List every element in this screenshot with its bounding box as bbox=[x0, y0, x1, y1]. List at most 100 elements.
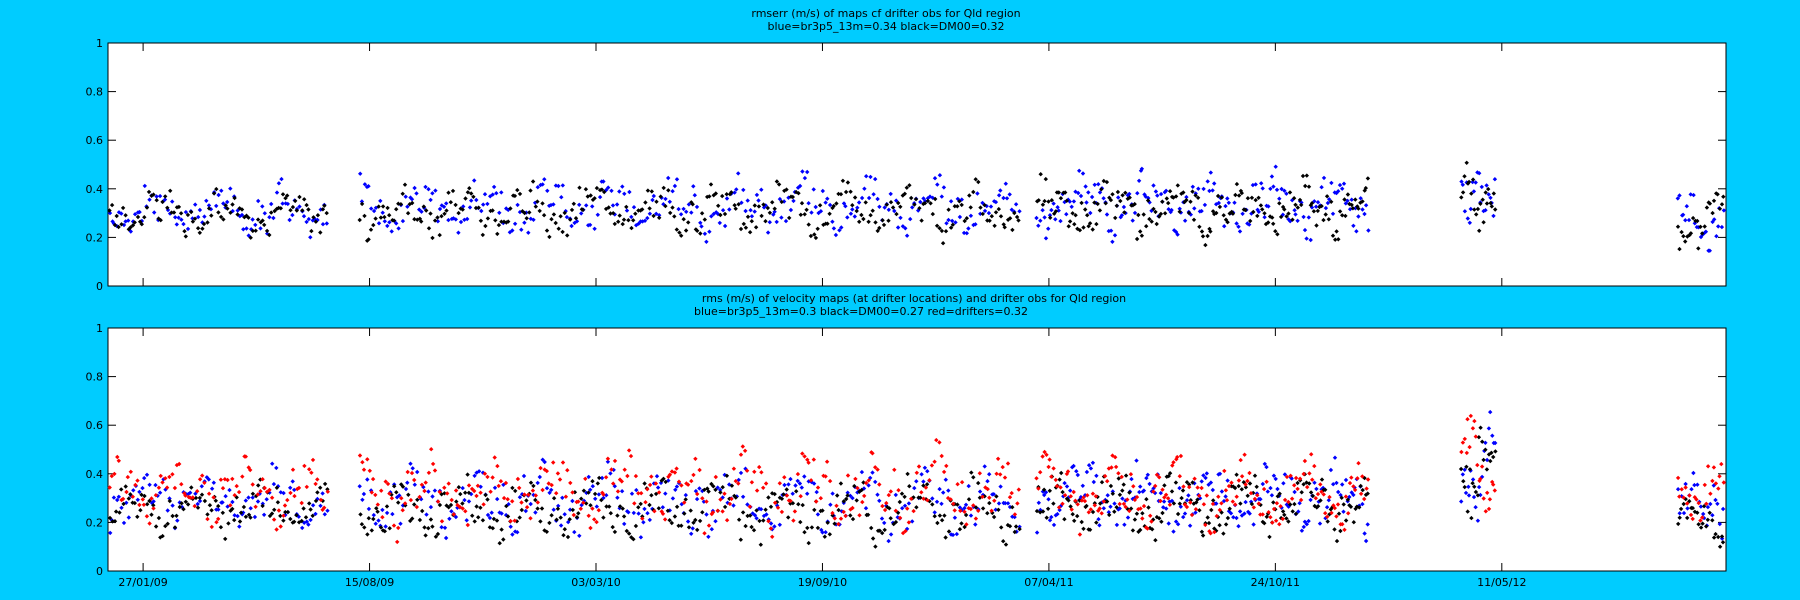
data-point bbox=[1704, 205, 1710, 210]
data-point bbox=[619, 489, 625, 494]
data-point bbox=[1092, 182, 1097, 187]
data-point bbox=[1093, 494, 1099, 499]
data-point bbox=[507, 230, 513, 235]
data-point bbox=[107, 485, 112, 490]
data-point bbox=[1248, 491, 1254, 496]
data-point bbox=[494, 518, 500, 523]
data-point bbox=[1292, 501, 1297, 507]
data-point bbox=[772, 500, 778, 505]
data-point bbox=[1081, 495, 1086, 500]
data-point bbox=[711, 484, 716, 489]
data-point bbox=[1052, 211, 1057, 216]
data-point bbox=[1114, 203, 1119, 208]
data-point bbox=[538, 519, 543, 524]
data-point bbox=[653, 491, 659, 497]
data-point bbox=[1352, 487, 1358, 493]
data-point bbox=[109, 202, 115, 208]
data-point bbox=[545, 188, 550, 193]
data-point bbox=[1351, 520, 1356, 525]
data-point bbox=[1253, 182, 1258, 187]
data-point bbox=[747, 230, 753, 235]
data-point bbox=[248, 506, 253, 511]
data-point bbox=[1251, 505, 1256, 510]
data-point bbox=[906, 501, 912, 506]
data-point bbox=[126, 515, 131, 520]
data-point bbox=[1003, 542, 1009, 547]
data-point bbox=[276, 508, 282, 513]
data-point bbox=[384, 510, 390, 516]
data-point bbox=[471, 194, 476, 199]
data-point bbox=[296, 514, 301, 519]
data-point bbox=[617, 504, 623, 509]
data-point bbox=[230, 499, 235, 505]
data-point bbox=[1311, 209, 1317, 214]
data-point bbox=[1101, 178, 1106, 184]
data-point bbox=[690, 202, 695, 207]
data-point bbox=[142, 215, 147, 220]
data-point bbox=[624, 528, 629, 534]
data-point bbox=[1275, 494, 1280, 499]
data-point bbox=[640, 516, 645, 521]
data-point bbox=[1701, 504, 1707, 509]
data-point bbox=[1299, 202, 1304, 208]
data-point bbox=[307, 467, 312, 472]
data-point bbox=[551, 496, 557, 501]
data-point bbox=[1459, 179, 1464, 184]
data-point bbox=[428, 517, 434, 522]
data-point bbox=[1201, 186, 1206, 192]
data-point bbox=[209, 508, 214, 513]
data-point bbox=[476, 515, 481, 520]
data-point bbox=[1347, 207, 1353, 212]
data-point bbox=[905, 506, 910, 511]
data-point bbox=[163, 523, 168, 529]
data-point bbox=[165, 205, 170, 210]
data-point bbox=[1120, 193, 1125, 198]
data-point bbox=[112, 222, 118, 228]
data-point bbox=[267, 215, 272, 220]
data-point bbox=[841, 499, 846, 504]
data-point bbox=[1113, 455, 1118, 460]
data-point bbox=[190, 495, 195, 500]
data-point bbox=[1312, 463, 1317, 469]
data-point bbox=[921, 479, 926, 484]
data-point bbox=[667, 199, 672, 204]
data-point bbox=[645, 511, 650, 516]
data-point bbox=[1720, 506, 1726, 512]
data-point bbox=[1488, 195, 1493, 200]
data-point bbox=[948, 199, 954, 204]
data-point bbox=[480, 518, 486, 523]
data-point bbox=[276, 181, 282, 186]
data-point bbox=[1260, 481, 1265, 487]
data-point bbox=[153, 524, 159, 529]
data-point bbox=[154, 194, 159, 199]
data-point bbox=[1210, 209, 1216, 214]
data-point bbox=[645, 215, 650, 221]
data-point bbox=[1348, 504, 1354, 509]
data-point bbox=[1090, 491, 1096, 496]
data-point bbox=[1177, 501, 1182, 506]
data-point bbox=[909, 496, 914, 501]
data-point bbox=[1270, 520, 1275, 525]
data-point bbox=[250, 491, 256, 496]
data-point bbox=[1312, 503, 1317, 509]
data-point bbox=[1193, 510, 1198, 515]
data-point bbox=[1345, 192, 1351, 197]
data-point bbox=[1188, 199, 1193, 204]
data-point bbox=[1035, 199, 1040, 204]
data-point bbox=[290, 479, 295, 484]
data-point bbox=[1301, 471, 1306, 477]
data-point bbox=[966, 226, 971, 231]
data-point bbox=[1087, 527, 1093, 532]
data-point bbox=[481, 502, 486, 507]
data-point bbox=[950, 532, 956, 538]
data-point bbox=[875, 492, 880, 497]
data-point bbox=[1360, 487, 1365, 493]
data-point bbox=[718, 497, 723, 502]
data-point bbox=[741, 187, 746, 193]
data-point bbox=[1716, 486, 1721, 491]
data-point bbox=[800, 502, 805, 508]
data-point bbox=[1467, 220, 1472, 225]
data-point bbox=[1492, 488, 1497, 493]
data-point bbox=[376, 518, 381, 523]
data-point bbox=[221, 217, 226, 222]
